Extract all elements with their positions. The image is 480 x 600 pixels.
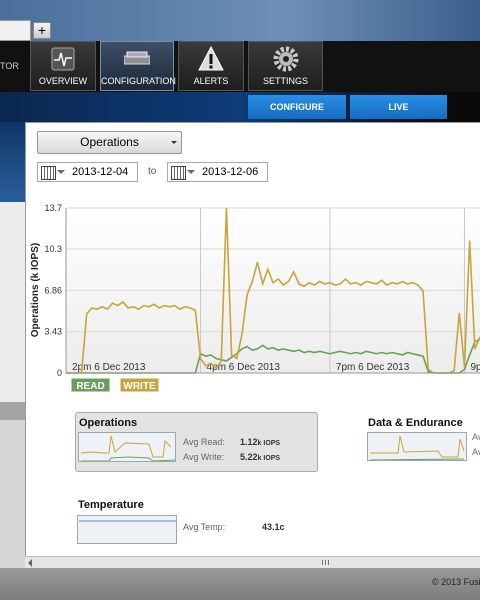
metric-dropdown[interactable]: Operations (37, 131, 182, 154)
brand: TOR (0, 61, 19, 71)
legend-item[interactable]: READ (70, 377, 111, 393)
dropdown-text: Operations (80, 135, 139, 149)
icon (273, 46, 298, 72)
legend-swatch (70, 377, 111, 393)
stat-label: Avg Write: (183, 452, 225, 462)
nav-label: CONFIGURATION (101, 76, 176, 86)
nav-settings[interactable]: SETTINGS (248, 41, 323, 91)
icon (124, 51, 150, 65)
stat-row: Avg Read: (183, 432, 225, 450)
y-tick-label: 6.86 (44, 285, 62, 295)
stat-label: Avg Read: (183, 437, 225, 447)
stat-unit: k IOPS (257, 455, 281, 462)
legend-label: READ (76, 381, 104, 392)
nav-label: SETTINGS (262, 76, 308, 86)
date-separator: to (148, 166, 157, 177)
nav-label: OVERVIEW (38, 76, 88, 86)
mini-chart (77, 515, 177, 544)
nav-label: ALERTS (193, 76, 229, 86)
date-text: 2013-12-06 (202, 166, 259, 178)
browser-tab[interactable] (0, 20, 31, 41)
nav-alerts[interactable]: ALERTS (178, 41, 244, 91)
series-line (66, 207, 480, 374)
icon (198, 46, 224, 71)
tab-configure[interactable]: CONFIGURE (248, 95, 346, 119)
legend-item[interactable]: WRITE (119, 377, 160, 393)
browser-bar (0, 0, 480, 41)
date-text: 2013-12-04 (72, 166, 129, 178)
stat-number: 5.22 (240, 452, 258, 462)
nav-configuration[interactable]: CONFIGURATION (100, 41, 176, 91)
legend-label: WRITE (123, 381, 156, 392)
stat-value: 5.22k IOPS (240, 447, 280, 465)
footer (0, 568, 480, 600)
scrollbar[interactable] (25, 556, 480, 568)
icon (51, 47, 75, 71)
y-tick-label: 0 (57, 368, 62, 378)
nav-overview[interactable]: OVERVIEW (30, 41, 96, 91)
side-lower (0, 420, 25, 568)
date-from[interactable]: 2013-12-04 (37, 162, 138, 182)
legend-swatch (119, 377, 160, 393)
tab-live[interactable]: LIVE (350, 95, 447, 119)
stat-value: 43.1c (262, 522, 285, 532)
x-tick-label: 7pm 6 Dec 2013 (336, 362, 410, 373)
y-tick-label: 3.43 (44, 327, 62, 337)
card-title: Operations (79, 417, 138, 429)
chart: Operations (k IOPS) 0 3.43 6.86 10.3 13.7 2pm… (30, 203, 480, 393)
side-list (0, 202, 25, 402)
y-tick-label: 13.7 (44, 203, 62, 213)
stat-value: 1.12k IOPS (240, 432, 280, 450)
x-tick-label: 4pm 6 Dec 2013 (207, 362, 281, 373)
stat-label: Avg Temp: (183, 522, 226, 532)
card-title: Temperature (78, 499, 144, 511)
side-divider (0, 402, 25, 420)
y-tick-label: 10.3 (44, 244, 62, 254)
stat-unit: k IOPS (257, 440, 281, 447)
stat-number: 1.12 (240, 437, 258, 447)
card-title: Data & Endurance (368, 417, 463, 429)
date-to[interactable]: 2013-12-06 (167, 162, 268, 182)
side-panel (0, 122, 25, 202)
stat-label: Av (472, 432, 480, 442)
y-axis-label: Operations (k IOPS) (30, 243, 41, 337)
mini-chart (367, 432, 467, 461)
mini-chart (78, 432, 176, 462)
stat-label: Av (472, 447, 480, 457)
new-tab-button[interactable]: + (33, 22, 51, 39)
copyright: © 2013 Fusi (432, 577, 480, 587)
x-tick-label: 2pm 6 Dec 2013 (72, 362, 146, 373)
stat-row: Avg Write: (183, 447, 224, 465)
x-tick-label: 9p (470, 362, 480, 373)
